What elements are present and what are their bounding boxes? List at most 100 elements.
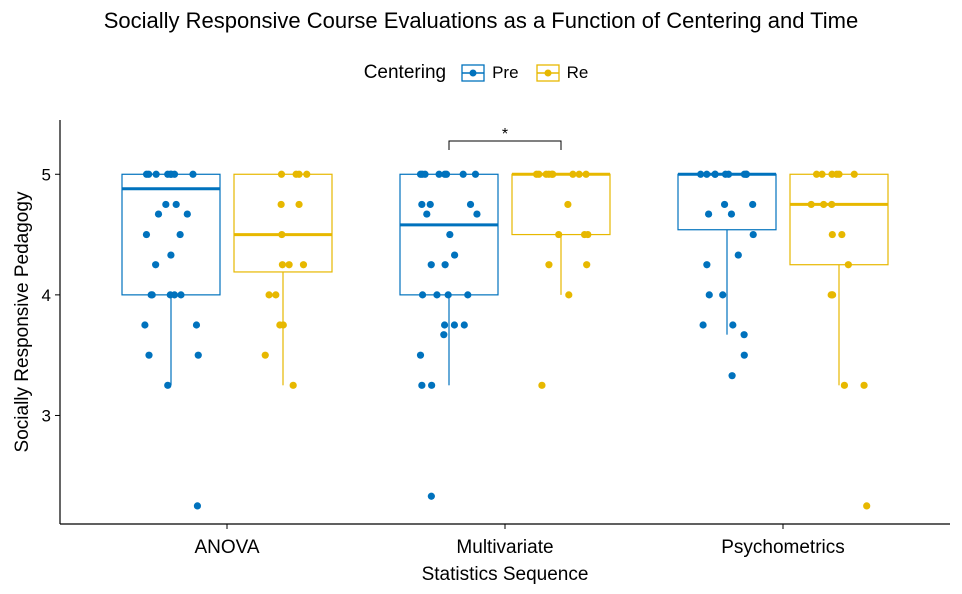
- data-point: [444, 291, 452, 299]
- x-tick-label: Multivariate: [456, 537, 553, 558]
- data-point: [194, 351, 202, 359]
- data-point: [303, 170, 311, 178]
- data-point: [416, 351, 425, 359]
- data-point: [148, 291, 156, 299]
- data-point: [583, 261, 591, 269]
- data-point: [538, 381, 546, 389]
- data-point: [749, 230, 757, 239]
- data-point: [279, 321, 287, 329]
- legend-label-re: Re: [566, 63, 589, 82]
- data-point: [152, 170, 160, 178]
- box: [121, 173, 221, 296]
- data-point: [697, 170, 705, 178]
- data-point: [450, 321, 459, 329]
- data-point: [807, 200, 815, 209]
- box: [789, 173, 889, 266]
- data-point: [440, 321, 449, 329]
- data-point: [838, 230, 846, 239]
- x-tick-label: ANOVA: [194, 537, 259, 558]
- data-point: [278, 261, 287, 269]
- data-point: [835, 170, 843, 178]
- data-point: [459, 170, 467, 178]
- y-tick-label: 3: [42, 406, 51, 425]
- data-point: [545, 261, 553, 269]
- data-point: [582, 170, 590, 178]
- data-point: [460, 321, 468, 329]
- data-point: [719, 291, 727, 299]
- data-point: [464, 291, 472, 299]
- data-point: [192, 321, 201, 329]
- data-point: [152, 261, 160, 269]
- data-point: [829, 291, 837, 299]
- data-point: [575, 170, 583, 178]
- data-point: [705, 291, 713, 299]
- data-point: [812, 170, 821, 178]
- data-point: [272, 291, 280, 299]
- y-axis-title: Socially Responsive Pedagogy: [12, 191, 33, 452]
- data-point: [471, 170, 480, 178]
- data-point: [277, 200, 285, 209]
- data-point: [176, 230, 184, 239]
- data-point: [189, 170, 197, 178]
- data-point: [818, 170, 826, 178]
- data-point: [532, 170, 541, 178]
- legend-key-re: [535, 64, 560, 82]
- data-point: [711, 170, 719, 178]
- data-point: [828, 230, 836, 239]
- data-point: [265, 291, 273, 299]
- legend-title: Centering: [363, 62, 447, 83]
- y-tick-label: 4: [42, 286, 51, 305]
- data-point: [442, 170, 451, 178]
- data-point: [428, 381, 436, 389]
- data-point: [549, 170, 557, 178]
- data-point: [289, 381, 297, 389]
- data-point: [154, 210, 163, 218]
- legend: Centering Pre Re: [0, 62, 962, 84]
- data-point: [418, 381, 426, 389]
- data-point: [435, 170, 443, 178]
- data-point: [565, 291, 573, 299]
- data-point: [740, 331, 748, 339]
- data-point: [844, 261, 852, 269]
- data-point: [749, 200, 757, 209]
- data-point: [863, 502, 871, 510]
- data-point: [167, 170, 175, 178]
- data-point: [451, 251, 459, 259]
- data-point: [418, 200, 426, 209]
- data-point: [828, 170, 836, 178]
- data-point: [166, 291, 174, 299]
- data-point: [569, 170, 577, 178]
- data-point: [167, 251, 175, 259]
- legend-key-pre: [461, 64, 485, 82]
- significance-label: *: [502, 126, 508, 143]
- data-point: [828, 200, 836, 209]
- data-point: [703, 261, 711, 269]
- box: [233, 173, 333, 273]
- data-point: [172, 200, 180, 209]
- data-point: [278, 230, 286, 239]
- legend-label-pre: Pre: [492, 63, 519, 82]
- data-point: [440, 331, 448, 339]
- data-point: [183, 210, 191, 218]
- data-point: [441, 261, 449, 269]
- data-point: [721, 170, 730, 178]
- data-point: [427, 261, 435, 269]
- data-point: [699, 321, 707, 329]
- significance-bracket: [448, 140, 562, 150]
- data-point: [177, 291, 185, 299]
- data-point: [145, 351, 153, 359]
- data-point: [295, 170, 303, 178]
- data-point: [299, 261, 308, 269]
- legend-item-re: Re: [535, 63, 589, 83]
- data-point: [421, 170, 429, 178]
- data-point: [418, 291, 427, 299]
- data-point: [473, 210, 481, 218]
- data-point: [727, 210, 736, 218]
- data-point: [427, 492, 435, 500]
- data-point: [729, 321, 737, 329]
- data-point: [850, 170, 858, 178]
- data-point: [564, 200, 572, 209]
- data-point: [142, 170, 151, 178]
